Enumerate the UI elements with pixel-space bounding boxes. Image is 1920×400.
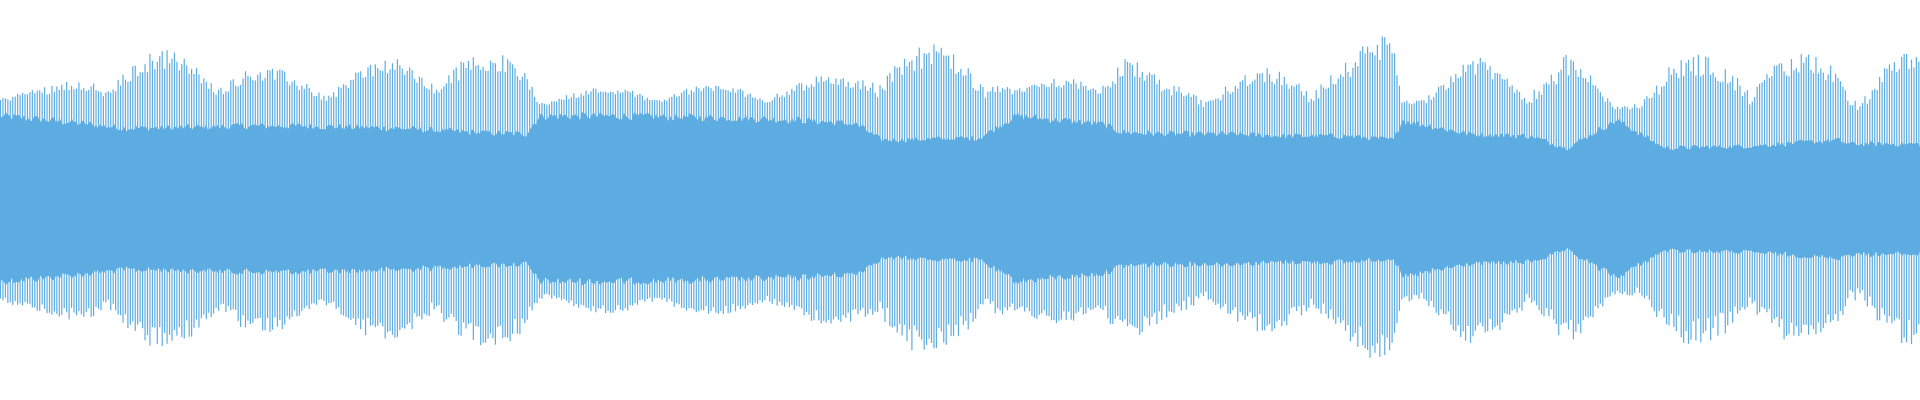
waveform-peaks xyxy=(0,36,1920,358)
waveform-core xyxy=(0,111,1920,286)
